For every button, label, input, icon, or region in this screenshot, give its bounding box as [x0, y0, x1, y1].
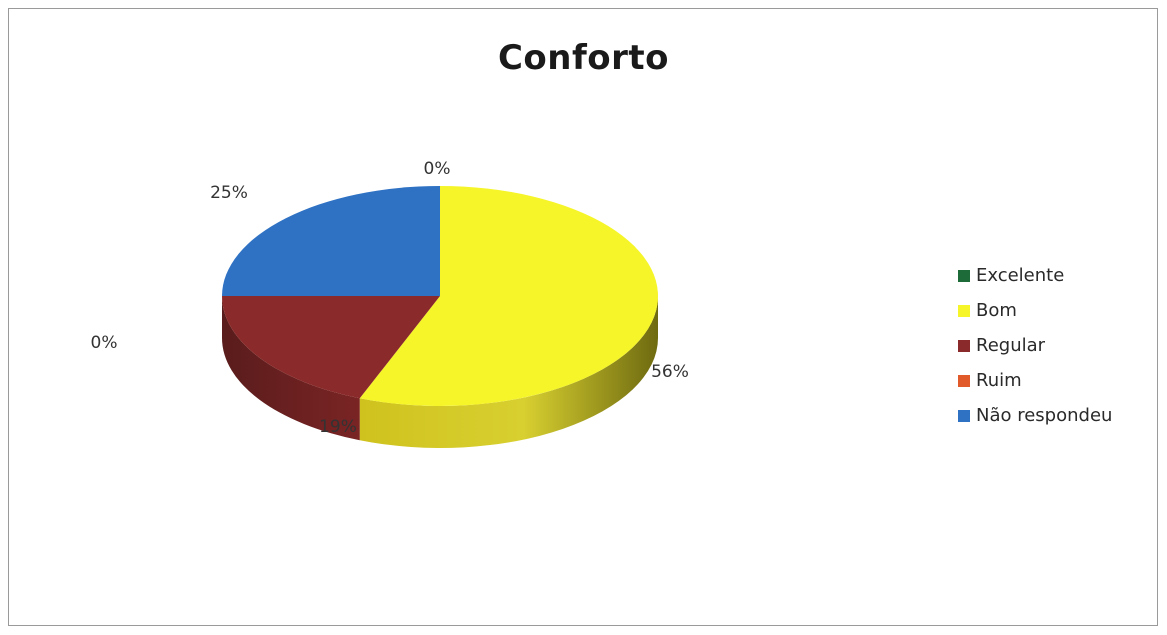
legend-item-ruim: Ruim: [958, 363, 1158, 398]
data-label-ruim: 0%: [91, 333, 118, 353]
pie-tops: [222, 186, 658, 406]
legend-swatch-excelente: [958, 269, 970, 282]
pie-slice-regular: [222, 296, 440, 399]
data-label-excelente: 0%: [424, 159, 451, 179]
legend-label-nao-respondeu: Não respondeu: [976, 405, 1113, 426]
legend-item-regular: Regular: [958, 328, 1158, 363]
legend-item-bom: Bom: [958, 293, 1158, 328]
legend-label-bom: Bom: [976, 300, 1017, 321]
legend-label-regular: Regular: [976, 335, 1046, 356]
legend-label-excelente: Excelente: [976, 265, 1065, 286]
data-label-regular: 19%: [319, 417, 357, 437]
data-label-bom: 56%: [651, 362, 689, 382]
data-label-nao-respondeu: 25%: [210, 183, 248, 203]
legend-item-excelente: Excelente: [958, 258, 1158, 293]
legend-item-nao-respondeu: Não respondeu: [958, 398, 1158, 433]
legend-label-ruim: Ruim: [976, 370, 1022, 391]
pie-side-regular: [222, 296, 360, 441]
chart-title: Conforto: [497, 38, 670, 78]
pie-slice-nao-respondeu: [222, 186, 440, 296]
pie-labels: 0% 56% 19% 0% 25%: [91, 159, 689, 437]
pie-side-bom: [359, 296, 658, 448]
legend-swatch-bom: [958, 304, 970, 317]
pie-slice-bom: [359, 186, 658, 406]
chart-legend: Excelente Bom Regular Ruim Não respondeu: [958, 258, 1158, 433]
legend-swatch-ruim: [958, 374, 970, 387]
legend-swatch-regular: [958, 339, 970, 352]
pie-sides: [222, 296, 658, 448]
legend-swatch-nao-respondeu: [958, 409, 970, 422]
